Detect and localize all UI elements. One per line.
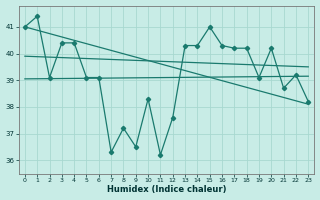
- X-axis label: Humidex (Indice chaleur): Humidex (Indice chaleur): [107, 185, 226, 194]
